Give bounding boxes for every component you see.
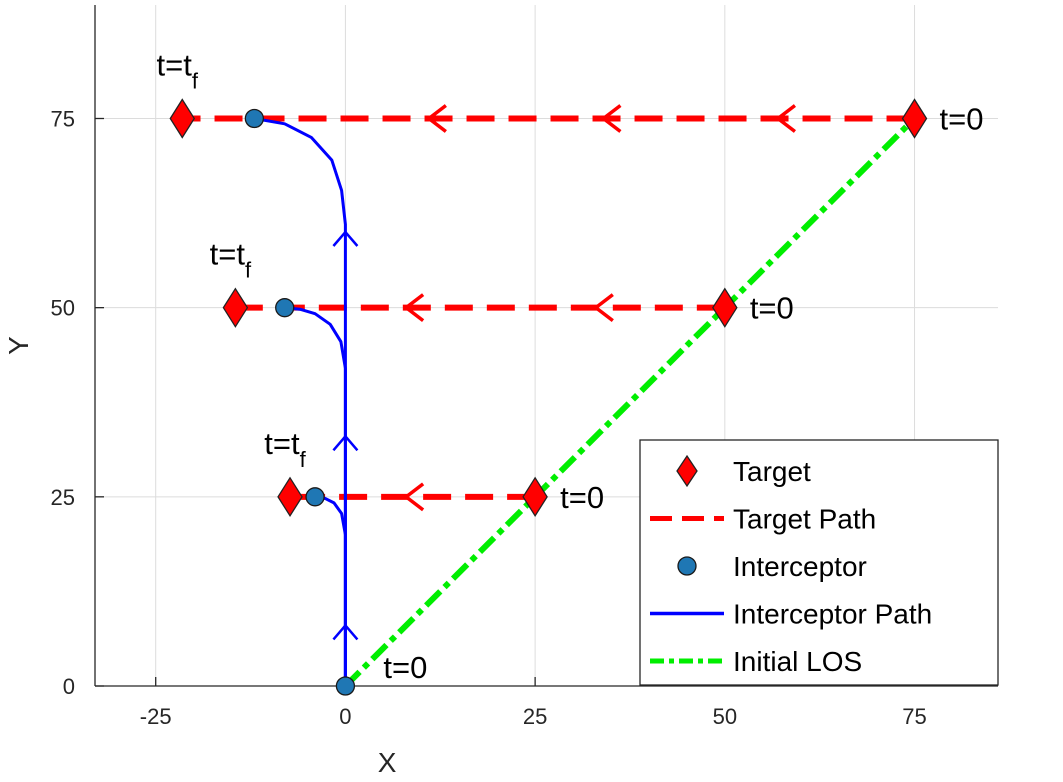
legend-box	[639, 439, 999, 686]
x-tick-label: 25	[523, 704, 547, 729]
target-path-arrow	[775, 104, 797, 133]
target-start-marker	[712, 287, 738, 328]
start-time-label: t=0	[940, 102, 984, 137]
axes: -25 0 25 50 75 0 25 50 75	[51, 5, 998, 729]
end-time-label: t=tf	[210, 237, 252, 283]
target-start-marker	[522, 476, 548, 518]
x-tick-label: 0	[339, 704, 351, 729]
legend-symbol	[677, 556, 697, 576]
end-time-label: t=tf	[157, 48, 199, 94]
interceptor-end-marker	[305, 487, 325, 507]
x-tick-label: -25	[140, 704, 172, 729]
target-path-arrow	[403, 482, 425, 512]
y-tick-label: 75	[51, 107, 75, 132]
legend-label: Target Path	[733, 504, 876, 535]
start-time-label: t=0	[560, 480, 604, 515]
interceptor-path-line	[254, 117, 347, 686]
legend-label: Initial LOS	[733, 646, 862, 677]
target-end-marker	[277, 476, 303, 518]
annotations: t=0 t=tf t=0 t=tf t=0 t=tf t=0	[157, 48, 984, 686]
legend-item-interceptor: Interceptor	[677, 551, 867, 582]
legend: Target Target Path Interceptor Interceptor …	[639, 439, 999, 686]
interceptor-end-marker	[275, 298, 295, 318]
legend-item-initial-los: Initial LOS	[650, 646, 862, 677]
end-time-label: t=tf	[264, 426, 306, 472]
target-start-marker	[901, 98, 928, 139]
start-time-label: t=0	[750, 291, 794, 326]
y-tick-label: 25	[51, 485, 75, 510]
y-tick-label: 50	[51, 296, 75, 321]
legend-item-interceptor-path: Interceptor Path	[650, 599, 932, 630]
target-end-marker	[222, 287, 249, 328]
x-tick-label: 50	[713, 704, 737, 729]
target-path-arrow	[403, 293, 425, 323]
x-tick-label: 75	[902, 704, 926, 729]
y-tick-label: 0	[63, 674, 75, 699]
x-axis-label: X	[378, 747, 397, 778]
legend-item-target-path: Target Path	[650, 504, 876, 535]
legend-label: Interceptor	[733, 551, 867, 582]
legend-symbol	[676, 454, 698, 488]
interceptor-start-label: t=0	[383, 650, 427, 685]
interceptor-path-line	[314, 495, 347, 686]
legend-item-target: Target	[676, 454, 811, 488]
plot-area	[169, 98, 928, 696]
interceptor-end-marker	[244, 108, 265, 129]
target-end-marker	[169, 98, 196, 139]
target-path-arrow	[426, 104, 447, 133]
y-axis-label: Y	[3, 336, 34, 355]
initial-los-line	[343, 116, 917, 689]
legend-label: Interceptor Path	[733, 599, 932, 630]
legend-label: Target	[733, 456, 811, 487]
target-path-arrow	[600, 104, 622, 133]
interceptor-start-marker	[335, 676, 356, 696]
target-path-arrow	[592, 293, 614, 323]
